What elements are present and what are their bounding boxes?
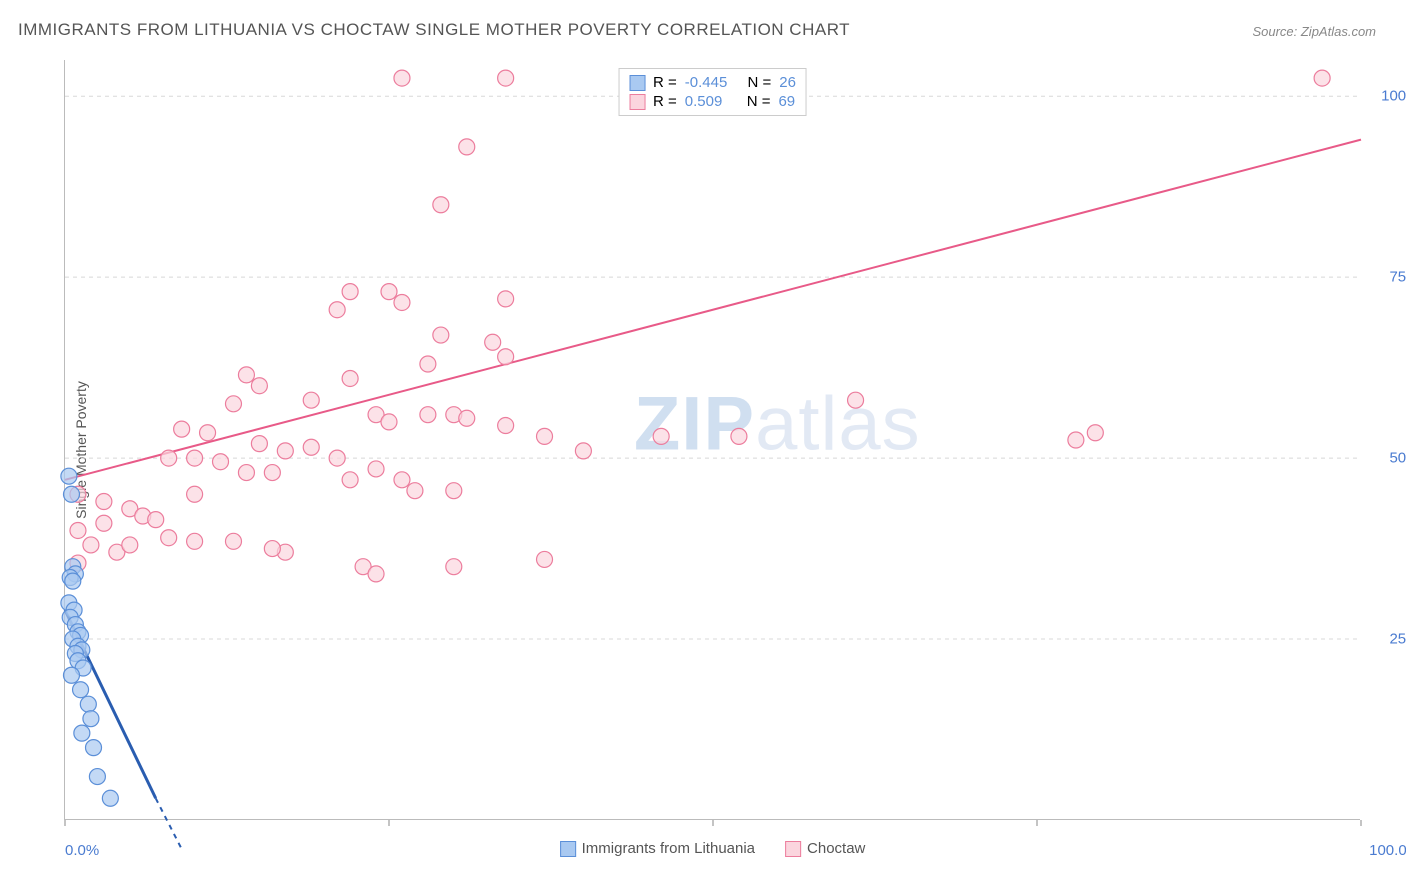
series-legend: Immigrants from Lithuania Choctaw bbox=[560, 840, 866, 857]
legend-label-b: Choctaw bbox=[807, 840, 865, 857]
scatter-chart bbox=[65, 60, 1361, 820]
x-tick-right: 100.0% bbox=[1369, 842, 1406, 859]
n-value-b: 69 bbox=[778, 93, 795, 110]
n-label: N = bbox=[747, 93, 771, 110]
y-tick-label: 75.0% bbox=[1372, 269, 1406, 286]
chart-title: IMMIGRANTS FROM LITHUANIA VS CHOCTAW SIN… bbox=[18, 20, 850, 40]
r-value-a: -0.445 bbox=[685, 74, 728, 91]
swatch-a-icon bbox=[629, 75, 645, 91]
swatch-b-icon bbox=[785, 841, 801, 857]
legend-item-a: Immigrants from Lithuania bbox=[560, 840, 755, 857]
y-tick-label: 100.0% bbox=[1372, 88, 1406, 105]
legend-item-b: Choctaw bbox=[785, 840, 865, 857]
r-value-b: 0.509 bbox=[685, 93, 723, 110]
swatch-a-icon bbox=[560, 841, 576, 857]
r-label: R = bbox=[653, 93, 677, 110]
source-label: Source: ZipAtlas.com bbox=[1252, 24, 1376, 39]
plot-area: ZIPatlas R = -0.445 N = 26 R = 0.509 N =… bbox=[64, 60, 1360, 820]
stats-row-b: R = 0.509 N = 69 bbox=[629, 92, 796, 111]
r-label: R = bbox=[653, 74, 677, 91]
y-tick-label: 25.0% bbox=[1372, 631, 1406, 648]
n-label: N = bbox=[748, 74, 772, 91]
swatch-b-icon bbox=[629, 94, 645, 110]
x-tick-left: 0.0% bbox=[65, 842, 99, 859]
n-value-a: 26 bbox=[779, 74, 796, 91]
stats-legend: R = -0.445 N = 26 R = 0.509 N = 69 bbox=[618, 68, 807, 116]
plot-container: Single Mother Poverty ZIPatlas R = -0.44… bbox=[50, 60, 1380, 840]
stats-row-a: R = -0.445 N = 26 bbox=[629, 73, 796, 92]
y-tick-label: 50.0% bbox=[1372, 450, 1406, 467]
legend-label-a: Immigrants from Lithuania bbox=[582, 840, 755, 857]
